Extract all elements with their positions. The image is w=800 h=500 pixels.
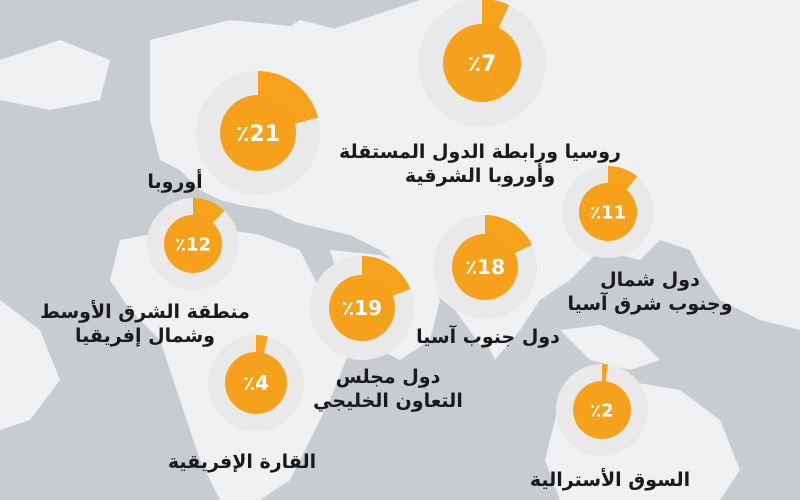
pie-value-label: ٪7 (468, 52, 497, 77)
pie-chart-5: ٪18 (433, 215, 537, 319)
pie-chart-3: ٪11 (562, 166, 654, 258)
pie-value-label: ٪19 (342, 296, 382, 320)
pie-center-disc (220, 95, 296, 171)
pie-value-label: ٪11 (590, 202, 626, 223)
region-label: دول جنوب آسيا (416, 326, 560, 348)
pie-value-label: ٪4 (243, 371, 269, 395)
region-label: أوروبا (147, 171, 203, 193)
pie-center-disc (452, 234, 518, 300)
pie-center-disc (329, 275, 395, 341)
pie-value-label: ٪18 (465, 255, 505, 279)
pie-center-disc (579, 183, 637, 241)
pie-value-label: ٪2 (590, 400, 614, 421)
pie-chart-1: ٪7 (418, 0, 546, 127)
pie-value-label: ٪21 (236, 122, 280, 147)
region-label: القارة الإفريقية (167, 451, 317, 473)
pie-center-disc (225, 352, 287, 414)
pie-center-disc (164, 215, 222, 273)
pie-chart-2: ٪21 (196, 71, 320, 195)
region-label: دول شمال وجنوب شرق آسيا (567, 269, 733, 315)
region-label: دول مجلس التعاون الخليجي (313, 366, 463, 412)
pie-center-disc (443, 24, 521, 102)
pie-chart-8: ٪2 (556, 363, 648, 456)
pie-value-label: ٪12 (175, 234, 211, 255)
pie-chart-7: ٪4 (208, 335, 304, 431)
region-label: روسيا ورابطة الدول المستقلة وأوروبا الشر… (339, 141, 621, 187)
region-label: منطقة الشرق الأوسط وشمال إفريقيا (40, 301, 250, 347)
pie-chart-4: ٪12 (147, 198, 239, 290)
pie-center-disc (573, 381, 631, 439)
region-label: السوق الأسترالية (529, 469, 691, 491)
pie-chart-6: ٪19 (310, 256, 414, 360)
